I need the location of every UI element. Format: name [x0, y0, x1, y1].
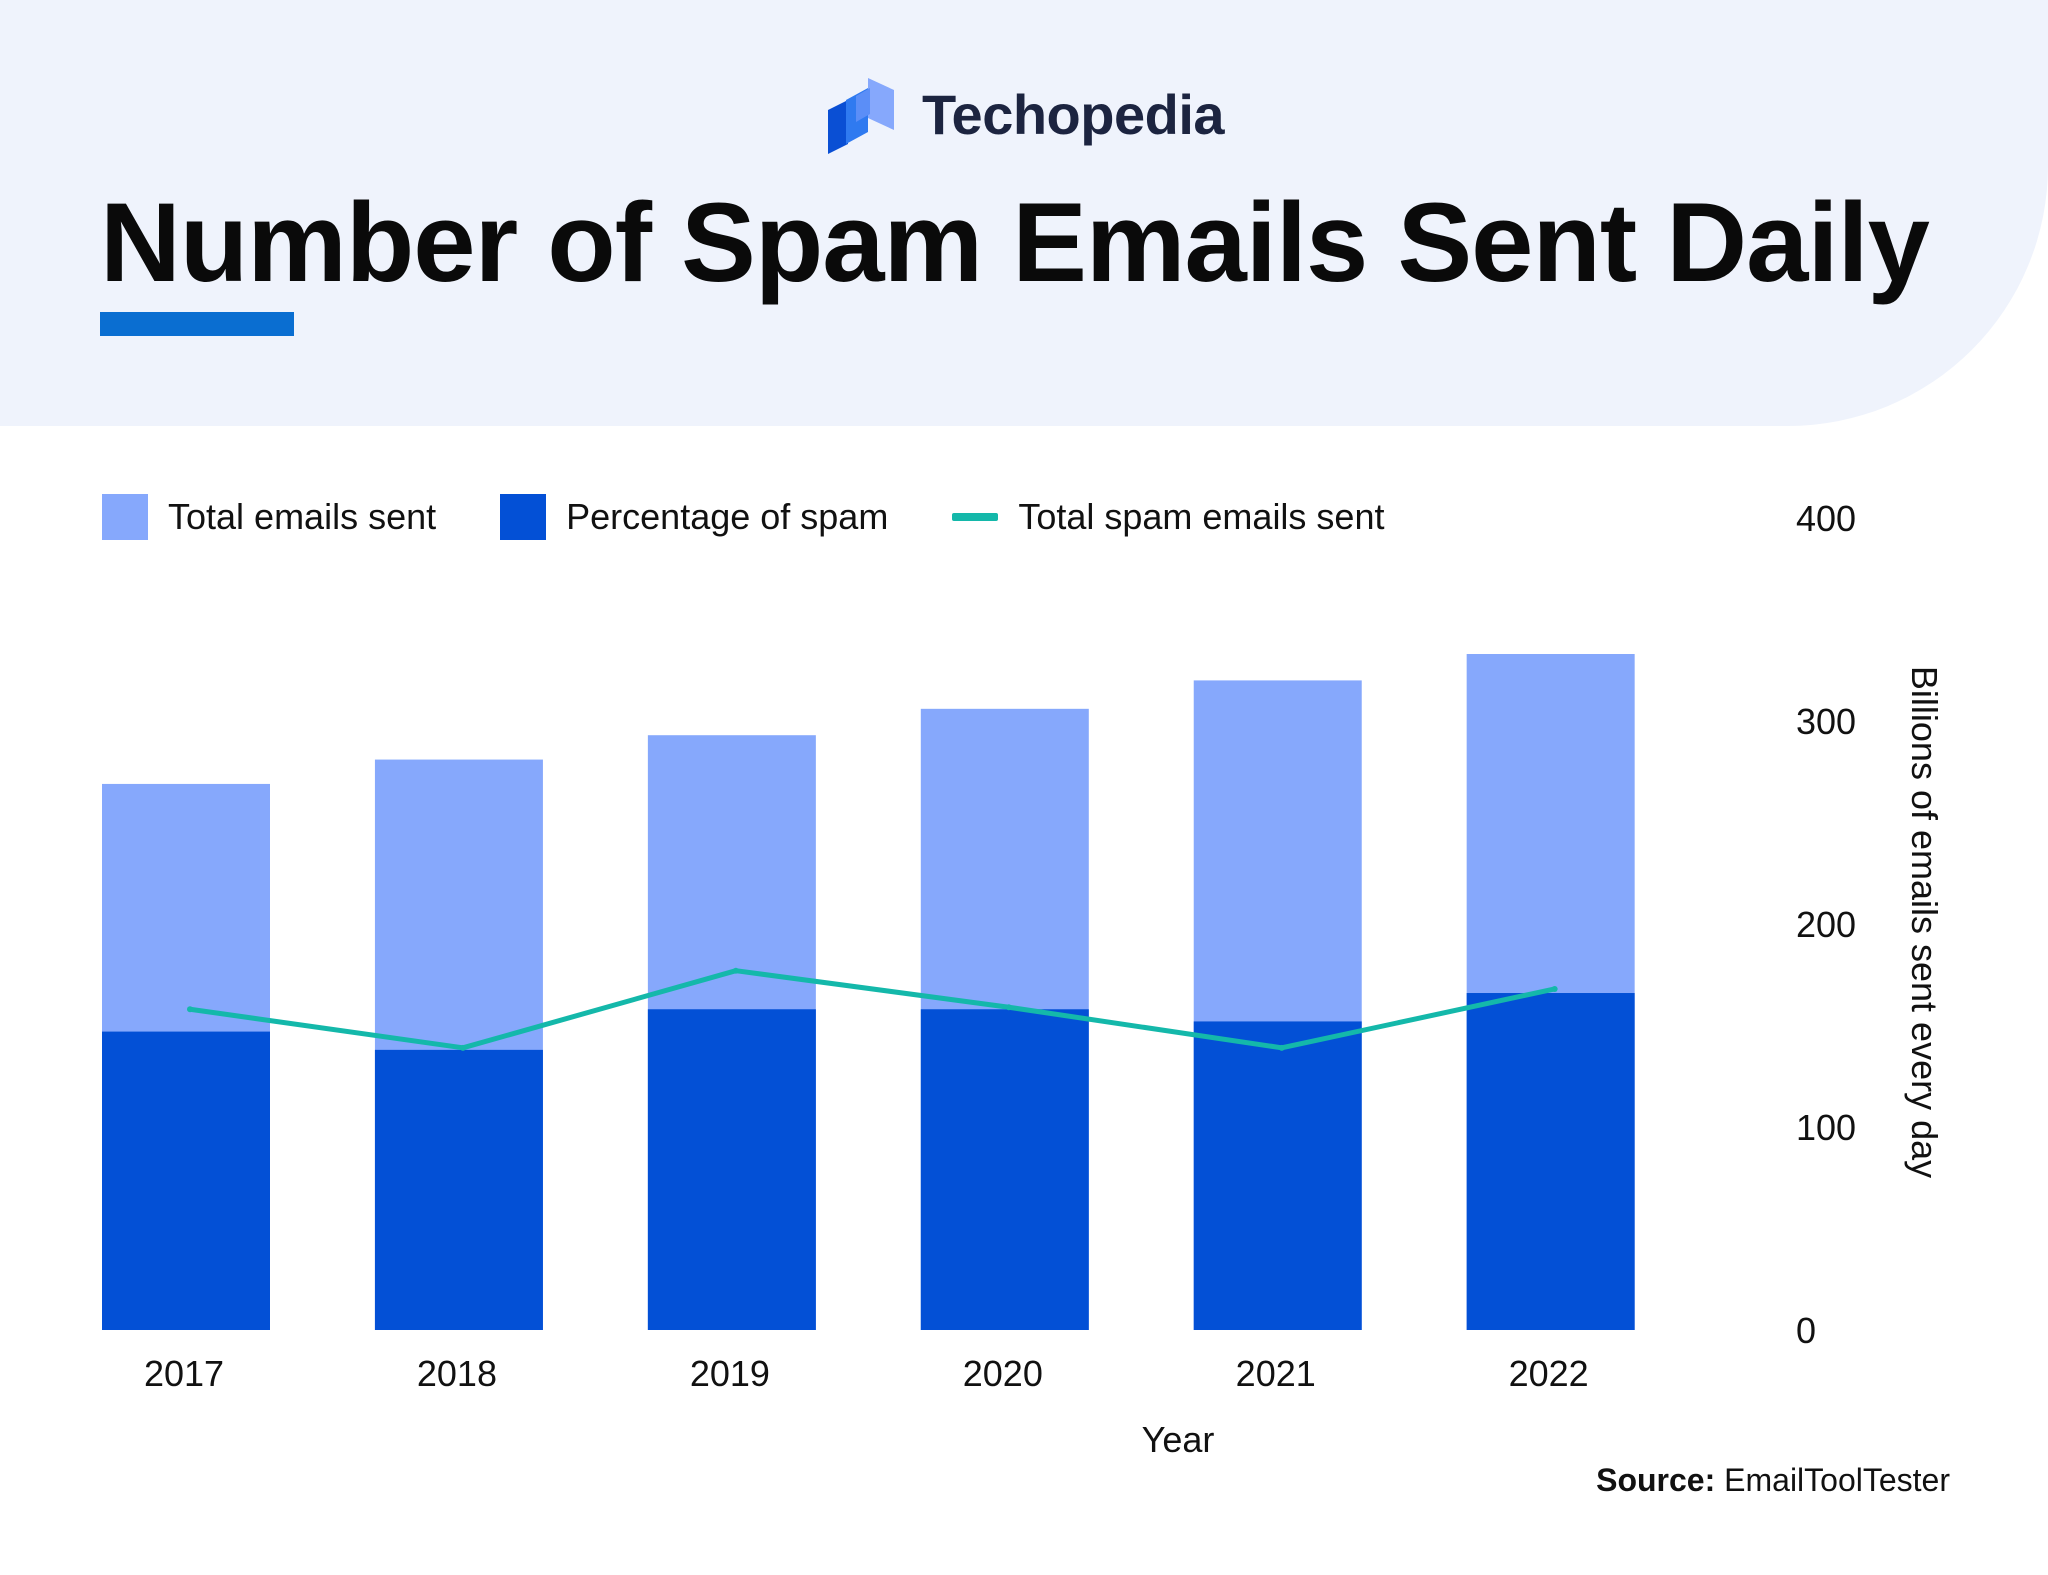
source-note: Source: EmailToolTester	[1596, 1462, 1950, 1499]
legend-item-spam-total: Total spam emails sent	[952, 496, 1384, 538]
legend-label-spam-percentage: Percentage of spam	[566, 496, 889, 537]
spam-total-point-2020	[1005, 1004, 1012, 1011]
legend-label-total: Total emails sent	[168, 496, 437, 537]
legend-swatch-spam-percentage	[500, 494, 547, 540]
source-label: Source:	[1596, 1462, 1716, 1498]
bar-spam-2018	[374, 1049, 543, 1330]
y-tick-200: 200	[1796, 904, 1856, 945]
page-title: Number of Spam Emails Sent Daily	[100, 180, 1930, 305]
header-panel	[0, 0, 2048, 426]
x-tick-2019: 2019	[690, 1353, 770, 1394]
title-underline	[100, 312, 294, 336]
techopedia-logo-icon	[828, 78, 894, 154]
x-tick-2018: 2018	[417, 1353, 497, 1394]
x-axis-title: Year	[1142, 1419, 1215, 1460]
legend-item-spam-percentage: Percentage of spam	[500, 494, 888, 540]
bars-total-group	[102, 654, 1635, 1330]
x-tick-2022: 2022	[1509, 1353, 1589, 1394]
spam-total-point-2019	[732, 967, 739, 974]
x-tick-2017: 2017	[144, 1353, 224, 1394]
spam-total-point-2021	[1278, 1044, 1285, 1051]
brand: Techopedia	[826, 74, 1225, 154]
bar-spam-2020	[920, 1009, 1089, 1330]
spam-total-point-2022	[1551, 985, 1558, 992]
spam-total-line	[187, 968, 1558, 1051]
bars-spam-group	[102, 993, 1635, 1330]
chart-legend: Total emails sent Percentage of spam Tot…	[102, 492, 1448, 542]
y-tick-300: 300	[1796, 701, 1856, 742]
spam-total-point-2017	[187, 1006, 193, 1013]
bar-spam-2021	[1193, 1021, 1362, 1330]
x-tick-2021: 2021	[1236, 1353, 1316, 1394]
bar-spam-2022	[1466, 993, 1635, 1330]
y-tick-400: 400	[1796, 498, 1856, 539]
y-tick-0: 0	[1796, 1310, 1816, 1351]
legend-item-total: Total emails sent	[102, 494, 436, 540]
x-tick-labels: 2017 2018 2019 2020 2021 2022	[144, 1353, 1589, 1394]
x-tick-2020: 2020	[963, 1353, 1043, 1394]
y-tick-100: 100	[1796, 1107, 1856, 1148]
spam-line-group	[187, 967, 1558, 1051]
spam-total-point-2018	[459, 1044, 466, 1051]
bar-spam-2019	[647, 1009, 816, 1330]
bar-spam-2017	[102, 1031, 270, 1330]
legend-swatch-total	[102, 494, 148, 540]
y-axis-title: Billions of emails sent every day	[1904, 666, 1945, 1178]
source-value: EmailToolTester	[1724, 1462, 1950, 1498]
legend-label-spam-total: Total spam emails sent	[1018, 496, 1385, 537]
brand-name: Techopedia	[922, 82, 1225, 146]
y-tick-labels: 0 100 200 300 400	[1796, 498, 1856, 1351]
legend-swatch-spam-total	[952, 513, 999, 521]
